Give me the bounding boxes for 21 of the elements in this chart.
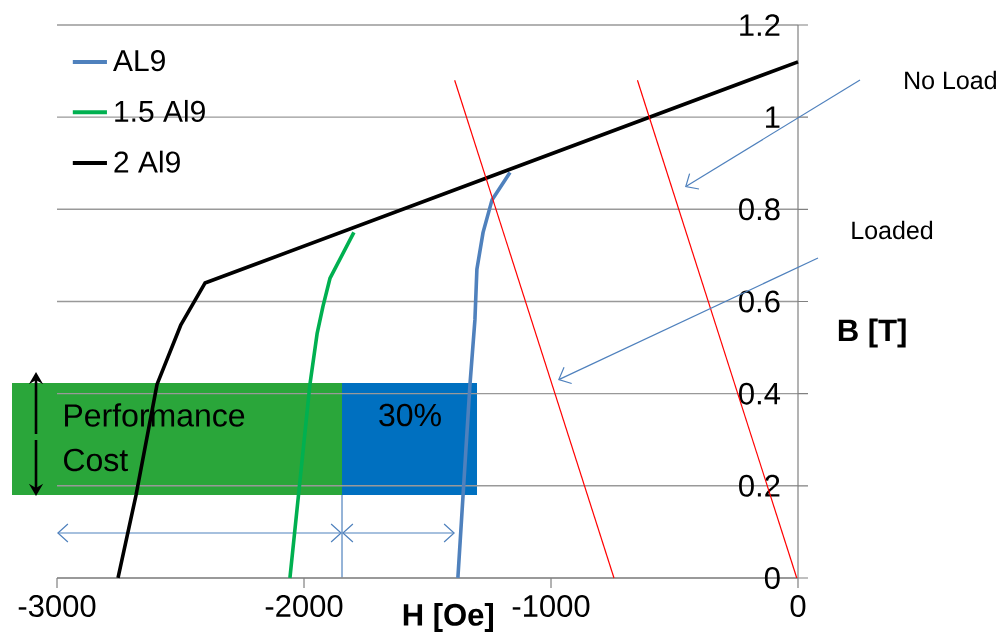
line-series	[288, 230, 356, 580]
legend-label: AL9	[113, 49, 165, 72]
y-tick-label: 0.4	[739, 382, 781, 405]
y-tick-label: 0	[764, 567, 780, 589]
x-axis-title: H [Oe]	[403, 603, 493, 632]
x-tick-label: 0	[790, 595, 806, 618]
x-tick-label: -3000	[18, 595, 96, 618]
annotation: Cost	[64, 448, 128, 472]
y-tick-label: 0.8	[739, 198, 780, 221]
annotation: 30%	[379, 403, 441, 427]
text: No Load	[905, 70, 996, 90]
y-axis-title: B [T]	[838, 318, 906, 348]
y-tick-label: 0.6	[739, 290, 780, 313]
x-tick-label: -2000	[265, 595, 343, 618]
legend-label: 2 Al9	[114, 150, 180, 173]
line-series	[456, 170, 512, 580]
x-tick-label: -1000	[512, 595, 590, 618]
y-tick-label: 1	[766, 106, 780, 128]
text: Loaded	[852, 220, 933, 240]
y-tick-label: 1.2	[740, 14, 780, 36]
legend-label: 1.5 Al9	[115, 99, 205, 122]
